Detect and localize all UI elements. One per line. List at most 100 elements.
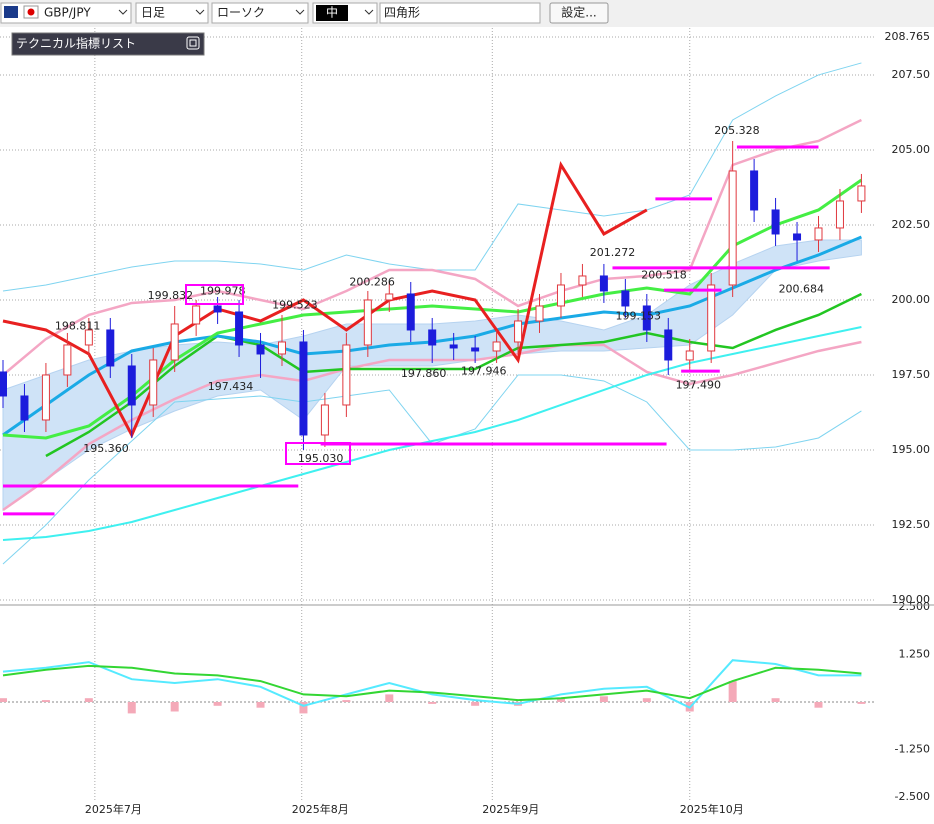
dropdown-arrow: [295, 9, 305, 15]
panel-button-icon: [189, 39, 197, 47]
price-label: 199.978: [200, 285, 246, 298]
price-label: 197.946: [461, 365, 507, 378]
candle-body: [514, 320, 523, 343]
price-label: 195.360: [83, 442, 129, 455]
candle-body: [771, 209, 780, 235]
marker-box: [285, 442, 351, 465]
candle-body: [471, 347, 480, 352]
histogram-bar: [213, 702, 222, 706]
histogram-bar: [0, 698, 7, 702]
histogram-bar: [256, 702, 265, 708]
x-tick-label: 2025年9月: [482, 802, 539, 816]
candle-body: [170, 323, 179, 361]
histogram-bar: [342, 700, 351, 702]
period: 日足: [141, 6, 165, 20]
y-tick-label: 190.00: [892, 593, 931, 606]
shape: 四角形: [384, 6, 420, 20]
plot: 190.00 192.50 195.00 197.50 200.00 202.50 205.…: [0, 28, 930, 816]
shape-field[interactable]: [379, 2, 541, 24]
candle-body: [84, 329, 93, 346]
price-label: 199.153: [615, 309, 661, 322]
line: [45, 292, 862, 458]
histogram-bar: [771, 698, 780, 702]
candle-body: [642, 305, 651, 331]
line: [2, 178, 863, 440]
price-label: 205.328: [714, 124, 760, 137]
candle-body: [578, 275, 587, 286]
line: [2, 161, 648, 439]
dropdown-arrow: [118, 9, 128, 15]
histogram-bar: [299, 702, 308, 714]
y-tick-label: 197.50: [892, 368, 931, 381]
price-label: 200.518: [641, 268, 687, 281]
y-tick-label: 195.00: [892, 443, 931, 456]
candle-body: [320, 404, 329, 436]
settings-button[interactable]: [549, 2, 609, 24]
x-tick-label: 2025年10月: [680, 802, 744, 816]
y-tick-label: -2.500: [895, 790, 930, 803]
histogram-bar: [471, 702, 480, 706]
candle-body: [685, 350, 694, 361]
histogram-bar: [599, 696, 608, 702]
candle-body: [835, 200, 844, 229]
histogram-bar: [385, 694, 394, 702]
price-label: 200.286: [349, 275, 395, 288]
histogram-bar: [814, 702, 823, 708]
candle-body: [213, 305, 222, 313]
candle-body: [63, 344, 72, 376]
candle-body: [406, 293, 415, 331]
panel-button[interactable]: [186, 36, 200, 50]
candle-body: [363, 299, 372, 346]
candle-body: [535, 305, 544, 322]
price-label: 199.832: [148, 289, 194, 302]
candle-body: [621, 290, 630, 307]
candle-body: [707, 284, 716, 352]
size-box: [316, 5, 348, 21]
settings: 設定...: [561, 5, 596, 20]
candle-body: [41, 374, 50, 421]
y-tick-label: 2.500: [899, 600, 931, 613]
flag-uk: [4, 6, 18, 18]
price-label: 201.272: [590, 246, 636, 259]
candle-body: [449, 344, 458, 349]
y-tick-label: 1.250: [899, 648, 931, 661]
y-tick-label: 200.00: [892, 293, 931, 306]
histogram-bar: [170, 702, 179, 712]
candle-body: [277, 341, 286, 355]
histogram-bar: [41, 700, 50, 702]
line: [2, 664, 862, 702]
histogram-bar: [642, 698, 651, 702]
candle-body: [492, 341, 501, 352]
indicator-panel[interactable]: [11, 32, 205, 56]
price-label: 197.434: [208, 380, 254, 393]
price-label: 195.030: [298, 452, 344, 465]
histogram-bar: [857, 702, 866, 704]
histogram-bar: [127, 702, 136, 714]
histogram-bar: [84, 698, 93, 702]
candle-body: [750, 170, 759, 211]
price-label: 197.490: [676, 378, 722, 391]
dropdown-arrow: [195, 9, 205, 15]
y-tick-label: 202.50: [892, 218, 931, 231]
candle-body: [0, 371, 7, 397]
flag-jp-dot: [27, 8, 35, 16]
candle-body: [106, 329, 115, 367]
histogram-bar: [428, 702, 437, 704]
candle-body: [599, 275, 608, 292]
style-select[interactable]: [211, 2, 309, 24]
price-label: 199.523: [272, 298, 318, 311]
candle-body: [192, 305, 201, 325]
price-label: 197.860: [401, 367, 447, 380]
line: [2, 659, 862, 709]
candle-body: [299, 341, 308, 436]
candle-body: [342, 344, 351, 406]
candle-body: [385, 293, 394, 301]
period-select[interactable]: [135, 2, 209, 24]
size: 中: [326, 5, 338, 20]
y-tick-label: -1.250: [895, 743, 930, 756]
histogram-bar: [728, 681, 737, 702]
marker-box: [185, 284, 244, 305]
x-tick-label: 2025年8月: [292, 802, 349, 816]
candle-body: [127, 365, 136, 406]
